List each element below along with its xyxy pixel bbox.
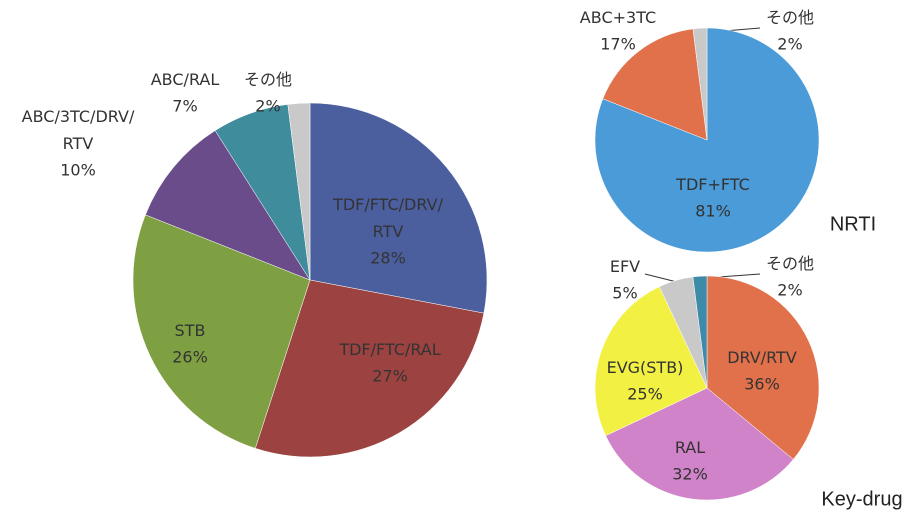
chart-title: NRTI [830, 213, 876, 235]
slice-value-label: 7% [172, 97, 197, 116]
label-line: ABC/RAL [151, 70, 220, 89]
slice-value-label: 5% [612, 284, 637, 303]
slice-label: TDF/FTC/RAL [338, 340, 440, 359]
slice-label: ABC/RAL [151, 70, 220, 89]
slice-label: RAL [675, 438, 705, 457]
slice-value-label: 2% [777, 35, 802, 54]
slice-value-label: 10% [60, 161, 96, 180]
label-line: EVG(STB) [607, 358, 684, 377]
label-line: EFV [610, 257, 640, 276]
label-line: ABC+3TC [580, 8, 656, 27]
slice-value-label: 25% [627, 385, 663, 404]
slice-label: その他 [766, 254, 814, 273]
slice-label: DRV/RTV [727, 348, 797, 367]
slice-value-label: 26% [172, 348, 208, 367]
slice-label: STB [175, 321, 206, 340]
pie-slice [309, 102, 488, 314]
pie-slice [602, 28, 708, 141]
pie-slice [594, 286, 708, 437]
slice-label: その他 [766, 8, 814, 27]
slice-label: EVG(STB) [607, 358, 684, 377]
slice-label: ABC/3TC/DRV/RTV [22, 107, 135, 153]
slice-value-label: 27% [372, 367, 408, 386]
slice-value-label: 17% [600, 35, 636, 54]
slice-label: TDF/FTC/DRV/RTV [332, 195, 444, 241]
label-line: その他 [766, 8, 814, 27]
label-line: その他 [244, 70, 292, 89]
chart-title: Key-drug [821, 488, 902, 510]
slice-value-label: 2% [777, 281, 802, 300]
label-line: RTV [373, 222, 404, 241]
label-line: RTV [63, 134, 94, 153]
slice-value-label: 36% [744, 375, 780, 394]
label-line: ABC/3TC/DRV/ [22, 107, 135, 126]
pie-slice [145, 130, 311, 281]
slice-value-label: 28% [370, 249, 406, 268]
slice-value-label: 2% [255, 97, 280, 116]
slice-value-label: 32% [672, 465, 708, 484]
label-line: TDF+FTC [675, 175, 750, 194]
label-line: TDF/FTC/RAL [338, 340, 440, 359]
pie-slice [605, 387, 794, 501]
pie-slice [692, 275, 708, 389]
label-line: TDF/FTC/DRV/ [332, 195, 444, 214]
pie-slice [692, 27, 708, 141]
label-line: DRV/RTV [727, 348, 797, 367]
label-line: STB [175, 321, 206, 340]
label-line: その他 [766, 254, 814, 273]
label-line: RAL [675, 438, 705, 457]
pie-slice [254, 279, 485, 458]
slice-value-label: 81% [695, 202, 731, 221]
slice-label: ABC+3TC [580, 8, 656, 27]
slice-label: その他 [244, 70, 292, 89]
pie-slice [132, 214, 311, 449]
slice-label: TDF+FTC [675, 175, 750, 194]
slice-label: EFV [610, 257, 640, 276]
pie-slice [287, 102, 311, 281]
pie-slice [706, 275, 820, 460]
